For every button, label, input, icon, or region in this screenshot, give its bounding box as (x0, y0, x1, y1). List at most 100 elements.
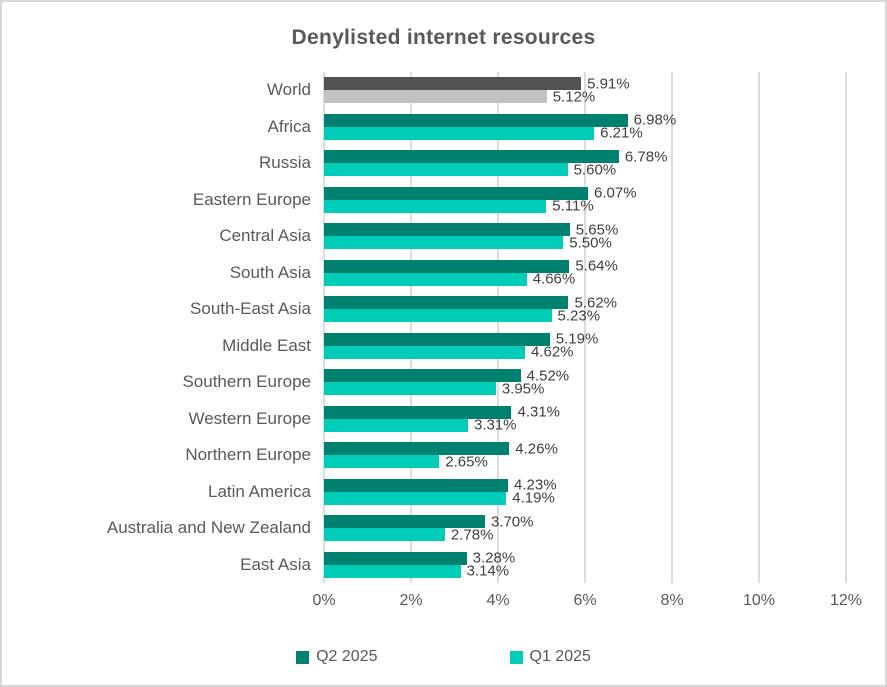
category-label: Eastern Europe (192, 189, 311, 209)
bar-q2-2025-world: 5.91% (324, 75, 630, 92)
value-label: 3.95% (501, 380, 545, 397)
bar-q2-2025-southern-europe: 4.52% (324, 367, 569, 384)
legend: Q2 2025 Q1 2025 (2, 648, 885, 666)
value-label: 5.91% (587, 75, 630, 92)
gridline (496, 72, 499, 583)
bar-q1-2025-middle-east: 4.62% (324, 344, 574, 361)
x-tick-label: 2% (399, 592, 423, 609)
category-label: East Asia (240, 554, 311, 574)
bar-q1-2025-southern-europe: 3.95% (324, 380, 544, 397)
value-label: 4.26% (515, 440, 558, 457)
bar-q2-2025-east-asia: 3.28% (324, 550, 515, 567)
value-label: 5.65% (575, 221, 619, 238)
bar-q2-2025-latin-america: 4.23% (324, 477, 557, 494)
gridline (409, 72, 412, 583)
value-label: 4.52% (526, 367, 570, 384)
value-label: 5.11% (552, 197, 594, 215)
value-label: 6.07% (594, 184, 637, 202)
bar-q2-2025-central-asia: 5.65% (324, 221, 618, 238)
gridline (323, 72, 325, 583)
value-label: 3.14% (466, 562, 510, 580)
legend-item-q1-2025: Q1 2025 (509, 648, 591, 666)
x-tick-label: 8% (660, 592, 684, 609)
legend-label: Q2 2025 (316, 648, 378, 665)
bar-q2-2025-northern-europe: 4.26% (324, 440, 558, 457)
value-label: 5.12% (552, 88, 596, 105)
chart-row-latin-america: Latin America 4.23% 4.19% (208, 474, 846, 510)
category-label: Western Europe (188, 408, 311, 428)
bar-q1-2025-south-east-asia: 5.23% (324, 307, 600, 324)
category-label: Africa (267, 116, 311, 136)
value-label: 6.98% (633, 111, 677, 129)
category-label: Middle East (222, 335, 311, 355)
x-tick-label: 10% (742, 592, 776, 609)
bar-q2-2025-middle-east: 5.19% (324, 331, 598, 348)
chart-row-africa: Africa 6.98% 6.21% (268, 109, 846, 145)
value-label: 5.50% (569, 234, 612, 251)
bar-q1-2025-russia: 5.60% (324, 161, 616, 178)
chart-row-middle-east: Middle East 5.19% 4.62% (222, 328, 846, 364)
gridline (584, 72, 586, 583)
value-label: 2.65% (445, 453, 488, 470)
value-label: 4.23% (514, 476, 557, 494)
x-tick-label: 6% (573, 592, 597, 609)
bar-q2-2025-australia-and-new-zealand: 3.70% (324, 513, 533, 530)
value-label: 5.23% (557, 307, 601, 324)
category-label: Australia and New Zealand (106, 518, 311, 538)
bar-q1-2025-western-europe: 3.31% (324, 417, 517, 434)
legend-item-q2-2025: Q2 2025 (296, 648, 378, 666)
chart-row-east-asia: East Asia 3.28% 3.14% (240, 547, 846, 583)
value-label: 4.19% (512, 489, 555, 507)
bar-q2-2025-south-asia: 5.64% (324, 258, 618, 275)
x-axis: 0% 2% 4% 6% 8% 10% 12% (312, 592, 862, 614)
value-label: 6.78% (624, 148, 668, 165)
chart-row-world: World 5.91% 5.12% (267, 72, 846, 108)
bar-q1-2025-south-asia: 4.66% (324, 271, 575, 288)
chart-row-central-asia: Central Asia 5.65% 5.50% (219, 218, 846, 254)
chart-row-northern-europe: Northern Europe 4.26% 2.65% (185, 437, 846, 473)
bar-q1-2025-latin-america: 4.19% (324, 490, 555, 507)
legend-label: Q1 2025 (529, 648, 591, 665)
bar-q1-2025-world: 5.12% (324, 88, 595, 105)
category-label: World (266, 80, 311, 100)
gridline (670, 72, 673, 583)
category-label: Northern Europe (185, 445, 311, 465)
value-label: 4.66% (532, 270, 576, 288)
chart-row-eastern-europe: Eastern Europe 6.07% 5.11% (193, 182, 846, 218)
chart-title: Denylisted internet resources (291, 26, 596, 49)
bar-q2-2025-africa: 6.98% (324, 112, 676, 129)
bar-q1-2025-east-asia: 3.14% (324, 563, 509, 580)
value-label: 5.62% (574, 294, 618, 311)
gridline (845, 72, 847, 583)
x-tick-label: 0% (312, 592, 336, 609)
value-label: 2.78% (450, 526, 494, 543)
chart-row-australia-and-new-zealand: Australia and New Zealand 3.70% 2.78% (107, 510, 846, 546)
plot-area: World 5.91% 5.12% Africa 6.98% 6.21% Russia 6.7… (107, 72, 847, 583)
category-label: South-East Asia (190, 299, 311, 319)
bar-q1-2025-northern-europe: 2.65% (324, 453, 488, 470)
bar-q2-2025-western-europe: 4.31% (324, 404, 560, 421)
category-label: Latin America (208, 481, 311, 501)
value-label: 6.21% (600, 124, 643, 142)
bar-q2-2025-russia: 6.78% (324, 148, 667, 165)
category-label: Central Asia (219, 226, 311, 246)
bar-q2-2025-south-east-asia: 5.62% (324, 294, 617, 311)
category-label: Russia (259, 153, 311, 173)
x-tick-label: 12% (829, 592, 863, 609)
bar-q2-2025-eastern-europe: 6.07% (324, 185, 637, 202)
bar-q1-2025-central-asia: 5.50% (324, 234, 612, 251)
x-tick-label: 4% (486, 592, 510, 609)
gridline (758, 72, 760, 583)
bar-q1-2025-africa: 6.21% (324, 125, 643, 142)
bar-q1-2025-australia-and-new-zealand: 2.78% (324, 526, 493, 543)
value-label: 4.31% (517, 403, 561, 421)
chart-row-south-east-asia: South-East Asia 5.62% 5.23% (190, 291, 846, 327)
value-label: 3.31% (473, 416, 517, 434)
bar-q1-2025-eastern-europe: 5.11% (324, 198, 594, 215)
category-label: Southern Europe (182, 372, 311, 392)
category-label: South Asia (229, 262, 311, 282)
legend-swatch-q1-2025 (509, 650, 523, 664)
value-label: 4.62% (530, 343, 574, 361)
chart-row-russia: Russia 6.78% 5.60% (259, 145, 846, 181)
